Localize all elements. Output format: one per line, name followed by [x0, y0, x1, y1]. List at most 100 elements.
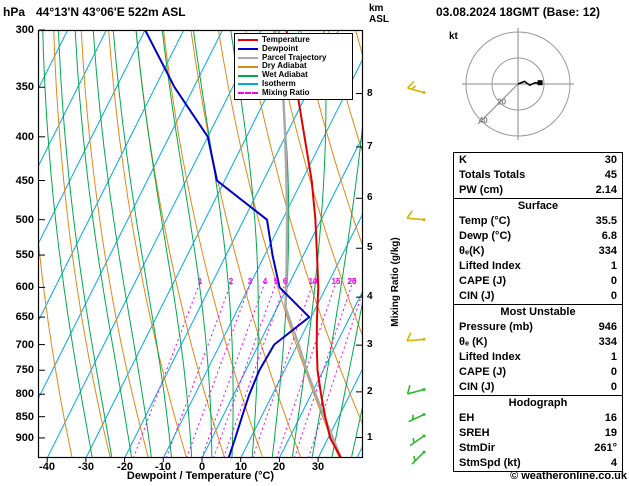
- pressure-tick-label: 350: [15, 81, 34, 93]
- legend-label: Dewpoint: [262, 43, 298, 53]
- plot-border: [37, 29, 364, 459]
- isotherm-line: [38, 30, 146, 245]
- pressure-tick-label: 600: [15, 281, 34, 293]
- pressure-tick-label: 500: [15, 214, 34, 226]
- stat-label: StmSpd (kt): [459, 457, 521, 469]
- legend-line-sample: [238, 83, 258, 86]
- stat-row: StmDir 261°: [454, 441, 622, 456]
- pressure-tick-label: 450: [15, 175, 34, 187]
- wet-adiabat-line: [192, 30, 234, 457]
- stat-label: Pressure (mb): [459, 321, 533, 333]
- wind-barb: [406, 210, 426, 222]
- km-tick-label: 8: [367, 88, 373, 99]
- stat-label: SREH: [459, 427, 490, 439]
- legend: Temperature Dewpoint Parcel Trajectory Dry …: [234, 33, 353, 100]
- mixing-ratio-label: 3: [247, 277, 253, 286]
- mixing-ratio-line: [252, 280, 315, 458]
- stat-value: 0: [610, 381, 617, 393]
- stat-row: θₑ (K) 334: [454, 335, 622, 350]
- legend-item: Isotherm: [238, 79, 349, 89]
- mixing-ratio-line: [223, 280, 287, 458]
- stat-row: PW (cm) 2.14: [454, 183, 622, 198]
- stat-value: 30: [604, 154, 617, 166]
- stat-row: CAPE (J) 0: [454, 274, 622, 289]
- isotherm-line: [38, 30, 223, 400]
- stat-value: 6.8: [601, 230, 617, 242]
- pressure-tick-label: 700: [15, 339, 34, 351]
- dry-adiabat-line: [38, 238, 73, 458]
- legend-line-sample: [238, 39, 258, 42]
- legend-label: Temperature: [262, 35, 310, 44]
- hodograph-ring-label: 20: [497, 97, 506, 106]
- panel-title: Hodograph: [508, 397, 568, 409]
- mixing-ratio-label: 25: [347, 277, 357, 286]
- legend-label: Dry Adiabat: [262, 61, 307, 71]
- temperature-tick-label: -30: [78, 461, 94, 473]
- stat-value: 2.14: [595, 184, 617, 196]
- panel-title: Most Unstable: [500, 306, 576, 318]
- stat-row: CIN (J) 0: [454, 289, 622, 304]
- mixing-ratio-label: 15: [331, 277, 341, 286]
- stat-row: Lifted Index 1: [454, 259, 622, 274]
- wind-barb: [408, 413, 426, 423]
- hodograph-ring: [491, 57, 545, 111]
- stat-label: K: [459, 154, 467, 166]
- skewt-grid: [38, 30, 363, 458]
- stats-panel-indices: K 30 Totals Totals 45 PW (cm) 2.14: [453, 152, 623, 199]
- stat-label: PW (cm): [459, 184, 503, 196]
- km-tick-label: 5: [367, 242, 373, 253]
- legend-item: Mixing Ratio: [238, 87, 349, 98]
- stat-row: K 30: [454, 153, 622, 168]
- wet-adiabat-line: [112, 30, 172, 457]
- stat-value: 19: [604, 427, 617, 439]
- stat-row: SREH 19: [454, 426, 622, 441]
- stat-value: 0: [610, 366, 617, 378]
- wet-adiabat-line: [161, 30, 213, 457]
- isotherm-line: [38, 30, 107, 167]
- stat-label: Dewp (°C): [459, 230, 512, 242]
- wet-adiabat-line: [57, 30, 113, 457]
- legend-line-sample: [238, 92, 258, 95]
- mixing-ratio-label: 20: [347, 277, 357, 286]
- pressure-tick-label: 800: [15, 388, 34, 400]
- hodograph-ring-label: 40: [479, 116, 488, 125]
- mixing-ratio-axis-title: Mixing Ratio (g/kg): [390, 237, 401, 327]
- dry-adiabat-line: [300, 30, 363, 247]
- isotherm-line: [279, 290, 363, 458]
- stat-value: 1: [610, 351, 617, 363]
- km-tick-label: 7: [367, 141, 373, 152]
- stat-label: CAPE (J): [459, 275, 507, 287]
- mixing-ratio-line: [213, 280, 278, 458]
- legend-line-sample: [238, 65, 258, 68]
- stat-row: CIN (J) 0: [454, 380, 622, 395]
- legend-item: Dewpoint: [238, 43, 349, 54]
- temperature-tick-label: -10: [155, 461, 171, 473]
- pressure-tick-label: 900: [15, 432, 34, 444]
- km-tick-label: 3: [367, 339, 373, 350]
- temperature-curve: [285, 30, 343, 458]
- pressure-tick-label: 400: [15, 131, 34, 143]
- dry-adiabat-line: [272, 30, 363, 337]
- sounding-curves: [144, 30, 343, 458]
- panel-title: Surface: [517, 200, 559, 212]
- legend-label: Wet Adiabat: [262, 70, 308, 80]
- wet-adiabat-line: [311, 122, 363, 457]
- stat-row: Totals Totals 45: [454, 168, 622, 183]
- stat-label: StmDir: [459, 442, 496, 454]
- dry-adiabat-line: [217, 30, 340, 458]
- stats-panel-hodograph: Hodograph EH 16 SREH 19 StmDir 261° StmSpd (kt)…: [453, 395, 623, 472]
- stat-label: CIN (J): [459, 290, 495, 302]
- legend-item: Wet Adiabat: [238, 70, 349, 80]
- legend-label: Mixing Ratio: [262, 87, 310, 97]
- stat-label: Temp (°C): [459, 215, 511, 227]
- wet-adiabat-line: [331, 299, 363, 457]
- pressure-tick-label: 850: [15, 411, 34, 423]
- pressure-tick-label: 650: [15, 311, 34, 323]
- pressure-axis-unit: hPa: [3, 5, 26, 19]
- wind-barb-column: [406, 81, 426, 465]
- km-tick-label: 6: [367, 192, 373, 203]
- stat-value: 261°: [594, 442, 617, 454]
